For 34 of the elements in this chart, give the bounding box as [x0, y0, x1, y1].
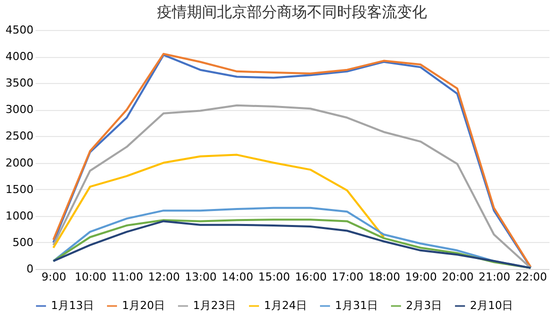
legend-label: 2月10日 [470, 299, 513, 312]
legend-label: 1月23日 [193, 299, 236, 312]
x-tick-label: 16:00 [295, 270, 327, 284]
legend-label: 1月20日 [122, 299, 165, 312]
x-tick-label: 19:00 [405, 270, 437, 284]
y-tick-label: 1000 [6, 209, 34, 222]
y-tick-label: 2000 [6, 156, 34, 170]
legend-label: 1月31日 [335, 299, 378, 312]
x-tick-label: 18:00 [368, 270, 400, 284]
y-tick-label: 3000 [6, 103, 34, 116]
line-series [52, 154, 385, 249]
y-tick-label: 500 [12, 236, 34, 249]
x-tick-label: 22:00 [515, 270, 547, 284]
legend-label: 1月24日 [264, 299, 307, 312]
y-tick-label: 0 [26, 262, 34, 276]
y-tick-label: 2500 [6, 130, 34, 143]
x-tick-label: 17:00 [332, 270, 364, 284]
x-tick-label: 20:00 [442, 270, 474, 284]
legend-label: 2月3日 [406, 299, 442, 312]
line-series [52, 104, 532, 269]
x-tick-label: 10:00 [74, 270, 106, 284]
chart-title: 疫情期间北京部分商场不同时段客流变化 [157, 3, 427, 21]
x-tick-label: 14:00 [222, 270, 254, 284]
legend-label: 1月13日 [51, 299, 94, 312]
x-tick-label: 11:00 [111, 270, 144, 284]
x-tick-label: 9:00 [42, 270, 66, 284]
x-tick-label: 12:00 [148, 270, 180, 284]
y-tick-label: 4000 [6, 50, 34, 64]
x-tick-label: 13:00 [184, 270, 217, 284]
y-tick-label: 4500 [6, 24, 34, 36]
y-tick-label: 3500 [6, 76, 34, 90]
x-tick-label: 15:00 [258, 270, 290, 284]
y-tick-label: 1500 [6, 182, 34, 196]
x-tick-label: 21:00 [478, 270, 510, 284]
